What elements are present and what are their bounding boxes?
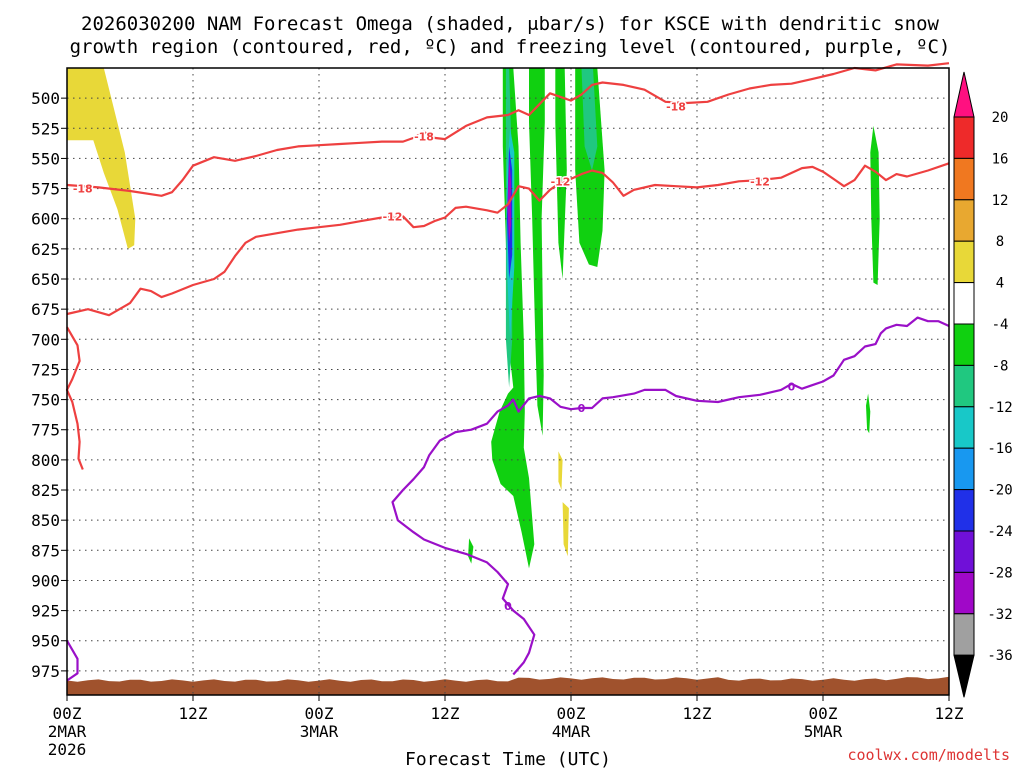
- omega-region: [555, 68, 567, 279]
- y-tick-label: 950: [31, 632, 60, 651]
- colorbar-label: -4: [992, 317, 1009, 333]
- colorbar-box: [953, 530, 975, 573]
- contour-line: [391, 316, 950, 676]
- colorbar-label: -16: [987, 441, 1012, 457]
- contour-line: [66, 62, 950, 197]
- contour-label: -12: [383, 210, 403, 223]
- colorbar-label: 12: [992, 193, 1009, 209]
- colorbar-arrow-top: [953, 71, 975, 118]
- contour-label: -18: [73, 183, 93, 196]
- x-tick-label: 12Z: [179, 704, 208, 723]
- colorbar-label: -28: [987, 565, 1012, 581]
- contour-label: -12: [551, 175, 571, 188]
- contour-label: -18: [414, 131, 434, 144]
- chart-title-line1: 2026030200 NAM Forecast Omega (shaded, μ…: [81, 13, 939, 35]
- y-tick-label: 975: [31, 662, 60, 681]
- x-tick-label: 00Z: [53, 704, 82, 723]
- y-tick-label: 800: [31, 451, 60, 470]
- colorbar-box: [953, 116, 975, 159]
- x-axis-label: Forecast Time (UTC): [405, 749, 611, 768]
- colorbar-box: [953, 571, 975, 615]
- colorbar: 20 16 12 8 4 -4 -8 -12 -16 -20 -24 -28 -32 -36: [953, 71, 1013, 698]
- x-tick-date: 3MAR: [300, 722, 339, 741]
- omega-region: [491, 68, 535, 569]
- colorbar-box: [953, 199, 975, 242]
- y-tick-label: 525: [31, 119, 60, 138]
- colorbar-arrow-bottom: [953, 654, 975, 698]
- terrain-polygon: [67, 676, 949, 695]
- omega-region: [866, 393, 871, 434]
- y-tick-label: 850: [31, 511, 60, 530]
- y-tick-label: 775: [31, 421, 60, 440]
- colorbar-label: -12: [987, 400, 1012, 416]
- colorbar-label: -8: [992, 358, 1009, 374]
- colorbar-label: -24: [987, 524, 1012, 540]
- chart-title-line2: growth region (contoured, red, ºC) and f…: [70, 36, 951, 58]
- contour-line: [66, 640, 79, 682]
- omega-region: [562, 502, 569, 557]
- y-tick-label: 750: [31, 391, 60, 410]
- omega-shading: [67, 68, 880, 569]
- y-tick-label: 575: [31, 180, 60, 199]
- y-tick-label: 700: [31, 330, 60, 349]
- plot-frame: [66, 67, 950, 696]
- colorbar-label: 16: [992, 151, 1009, 167]
- contour-label: 0: [788, 380, 796, 393]
- y-tick-label: 500: [31, 89, 60, 108]
- omega-region: [468, 538, 474, 564]
- x-tick-label: 00Z: [557, 704, 586, 723]
- terrain-fill: [67, 676, 949, 695]
- colorbar-label: 8: [996, 234, 1004, 250]
- y-tick-label: 625: [31, 240, 60, 259]
- colorbar-box: [953, 447, 975, 491]
- y-tick-label: 675: [31, 300, 60, 319]
- x-tick-date: 2MAR: [48, 722, 87, 741]
- y-tick-label: 600: [31, 210, 60, 229]
- omega-region: [575, 68, 605, 267]
- x-tick-label: 12Z: [431, 704, 460, 723]
- x-tick-date: 4MAR: [552, 722, 591, 741]
- colorbar-box: [953, 323, 975, 366]
- contour-label: -18: [666, 101, 686, 114]
- y-tick-label: 550: [31, 149, 60, 168]
- x-tick-year: 2026: [48, 740, 87, 759]
- colorbar-label: -32: [987, 607, 1012, 623]
- colorbar-label: -36: [987, 648, 1012, 664]
- credit-link[interactable]: coolwx.com/modelts: [847, 746, 1010, 764]
- omega-region: [558, 451, 563, 490]
- colorbar-box: [953, 240, 975, 284]
- colorbar-label: -20: [987, 483, 1012, 499]
- omega-region: [870, 125, 880, 286]
- omega-region: [67, 68, 136, 249]
- x-tick-date: 5MAR: [804, 722, 843, 741]
- colorbar-label: 20: [992, 110, 1009, 126]
- omega-region: [581, 68, 598, 171]
- colorbar-label: 4: [996, 276, 1004, 292]
- omega-region: [529, 68, 545, 436]
- contour-line: [65, 326, 84, 470]
- y-tick-label: 925: [31, 602, 60, 621]
- x-tick-label: 00Z: [809, 704, 838, 723]
- x-tick-label: 00Z: [305, 704, 334, 723]
- colorbar-box: [953, 282, 975, 325]
- y-tick-label: 875: [31, 541, 60, 560]
- y-tick-label: 900: [31, 571, 60, 590]
- y-axis: 500 525 550 575 600 625 650 675 700 725 750 775 800 8…: [31, 89, 67, 681]
- y-tick-label: 650: [31, 270, 60, 289]
- x-tick-label: 12Z: [935, 704, 964, 723]
- contour-line: [66, 162, 950, 317]
- colorbar-box: [953, 613, 975, 656]
- y-tick-label: 725: [31, 360, 60, 379]
- colorbar-box: [953, 489, 975, 532]
- colorbar-box: [953, 157, 975, 201]
- x-tick-label: 12Z: [683, 704, 712, 723]
- y-tick-label: 825: [31, 481, 60, 500]
- colorbar-box: [953, 364, 975, 408]
- contour-label: -12: [750, 175, 770, 188]
- colorbar-box: [953, 406, 975, 449]
